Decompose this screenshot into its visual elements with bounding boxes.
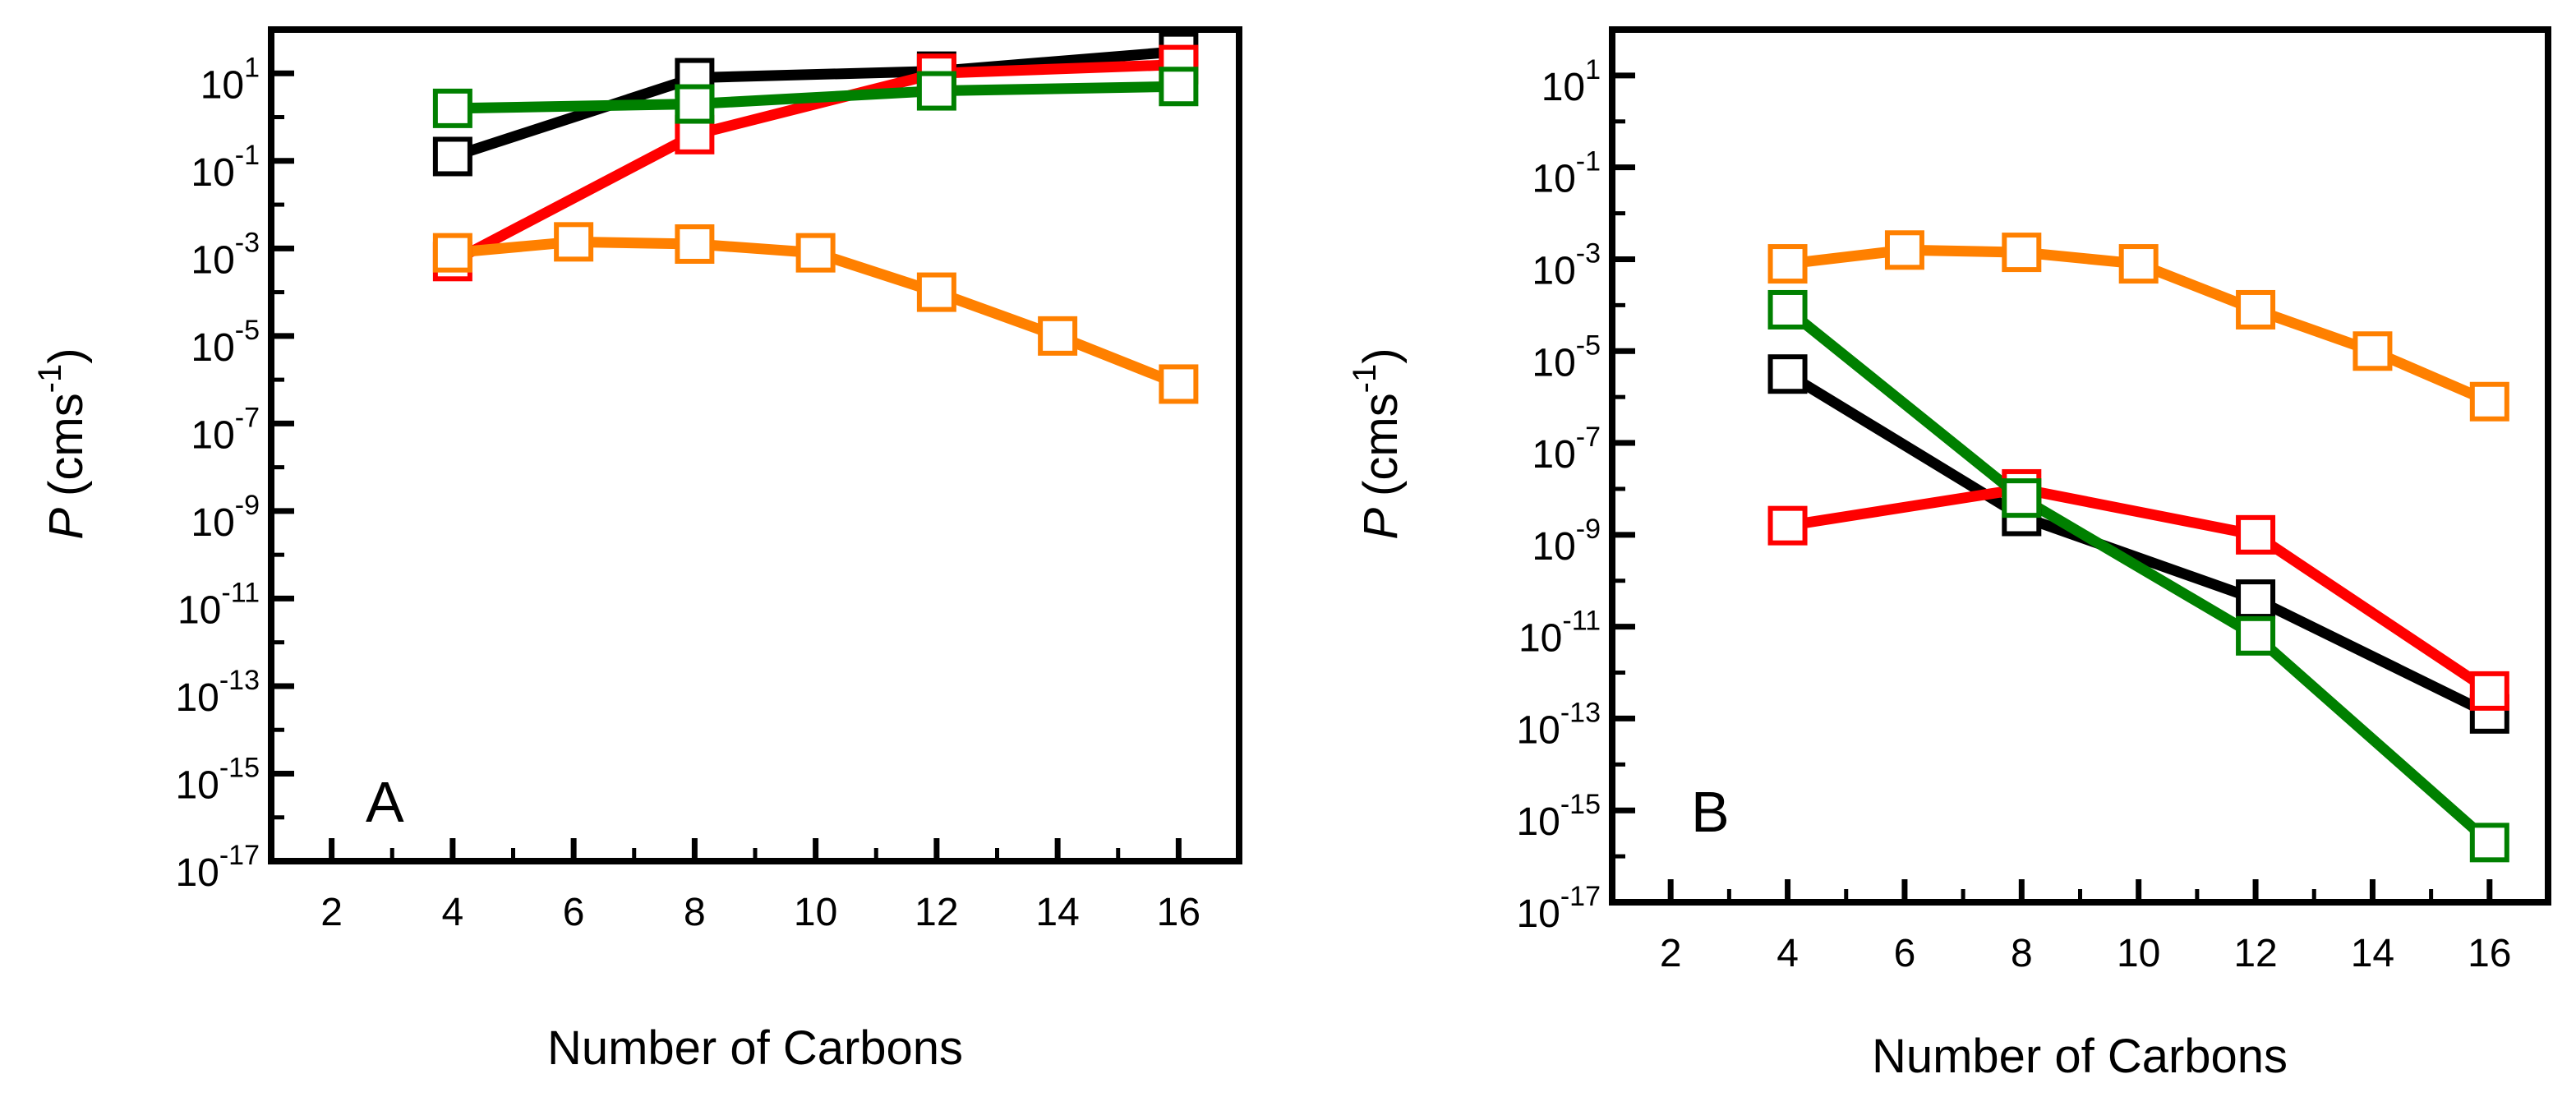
data-point-black	[432, 136, 472, 177]
data-point-orange	[1159, 364, 1199, 404]
y-tick-label: 10-9	[1532, 514, 1601, 569]
data-point-orange	[1884, 230, 1924, 270]
data-point-red	[2236, 514, 2276, 555]
series-line-black	[447, 46, 1184, 162]
data-point-orange	[2469, 381, 2509, 422]
y-tick-label: 10-11	[1518, 606, 1601, 661]
y-tick-label: 10-13	[1516, 697, 1601, 752]
data-point-black	[2236, 579, 2276, 620]
data-point-green	[1159, 67, 1199, 107]
x-tick-label: 10	[2117, 932, 2160, 975]
x-tick-label: 8	[684, 891, 706, 934]
x-tick-label: 14	[1035, 891, 1079, 934]
data-point-black	[1767, 354, 1808, 394]
y-axis-title: P (cms-1)	[1347, 348, 1408, 539]
data-point-orange	[2236, 289, 2276, 330]
x-tick-label: 6	[1894, 932, 1916, 975]
data-point-orange	[916, 272, 956, 312]
x-axis-title: Number of Carbons	[547, 1021, 963, 1075]
x-axis-title: Number of Carbons	[1872, 1030, 2288, 1083]
data-point-green	[2002, 478, 2042, 519]
data-point-orange	[554, 222, 594, 262]
data-point-orange	[2002, 233, 2042, 273]
data-point-green	[1767, 289, 1808, 330]
series-line-red	[1782, 483, 2495, 697]
y-axis-title: P (cms-1)	[32, 348, 93, 539]
x-tick-label: 12	[915, 891, 958, 934]
data-point-green	[2469, 823, 2509, 863]
y-tick-label: 10-17	[175, 840, 260, 895]
data-point-green	[432, 88, 472, 128]
x-tick-label: 12	[2233, 932, 2277, 975]
data-point-orange	[2353, 331, 2393, 371]
data-point-red	[2469, 671, 2509, 711]
x-tick-label: 14	[2351, 932, 2394, 975]
data-point-orange	[675, 224, 715, 264]
data-point-green	[916, 71, 956, 111]
x-tick-label: 4	[1776, 932, 1799, 975]
x-tick-label: 8	[2011, 932, 2033, 975]
y-tick-label: 10-9	[191, 490, 260, 545]
x-tick-label: 2	[1660, 932, 1682, 975]
y-tick-label: 10-7	[1532, 422, 1601, 477]
panel-label: A	[366, 770, 404, 834]
series-line-green	[1782, 304, 2495, 848]
y-tick-label: 10-11	[177, 577, 260, 632]
y-tick-label: 10-5	[191, 315, 260, 370]
series-line-green	[447, 81, 1184, 114]
y-tick-label: 10-17	[1516, 881, 1601, 936]
y-tick-label: 10-13	[175, 665, 260, 720]
y-tick-label: 10-7	[191, 402, 260, 457]
x-tick-label: 6	[563, 891, 585, 934]
x-tick-label: 2	[320, 891, 343, 934]
series-line-black	[1782, 368, 2495, 720]
chart-panel-b: 2 4 6 8 10 12 14 16 101 10-1 10-3 10-5 10-7 10-9 10-11…	[1347, 26, 2551, 1083]
plot-frame	[268, 26, 1242, 864]
data-point-green	[2236, 615, 2276, 656]
y-tick-label: 10-3	[1532, 237, 1601, 293]
y-tick-label: 101	[200, 52, 260, 107]
x-tick-label: 4	[442, 891, 464, 934]
data-point-orange	[1038, 316, 1078, 356]
series-line-red	[447, 59, 1184, 267]
x-tick-label: 16	[2468, 932, 2511, 975]
data-point-orange	[795, 233, 836, 273]
data-point-green	[675, 84, 715, 124]
y-tick-label: 101	[1541, 54, 1601, 109]
y-tick-label: 10-5	[1532, 330, 1601, 385]
x-tick-label: 16	[1157, 891, 1200, 934]
data-point-red	[1767, 505, 1808, 546]
y-tick-label: 10-3	[191, 227, 260, 282]
x-tick-label: 10	[794, 891, 837, 934]
y-tick-label: 10-1	[1532, 146, 1601, 201]
data-point-orange	[2118, 244, 2159, 284]
panel-label: B	[1691, 780, 1730, 844]
y-tick-label: 10-15	[175, 752, 260, 807]
data-point-orange	[432, 233, 472, 273]
y-tick-label: 10-1	[191, 140, 260, 195]
y-tick-label: 10-15	[1516, 789, 1601, 844]
chart-panel-a: 2 4 6 8 10 12 14 16 101 10-1 10-3 10-5 10-7 10-9 10-11…	[32, 26, 1242, 1075]
data-point-orange	[1767, 244, 1808, 284]
